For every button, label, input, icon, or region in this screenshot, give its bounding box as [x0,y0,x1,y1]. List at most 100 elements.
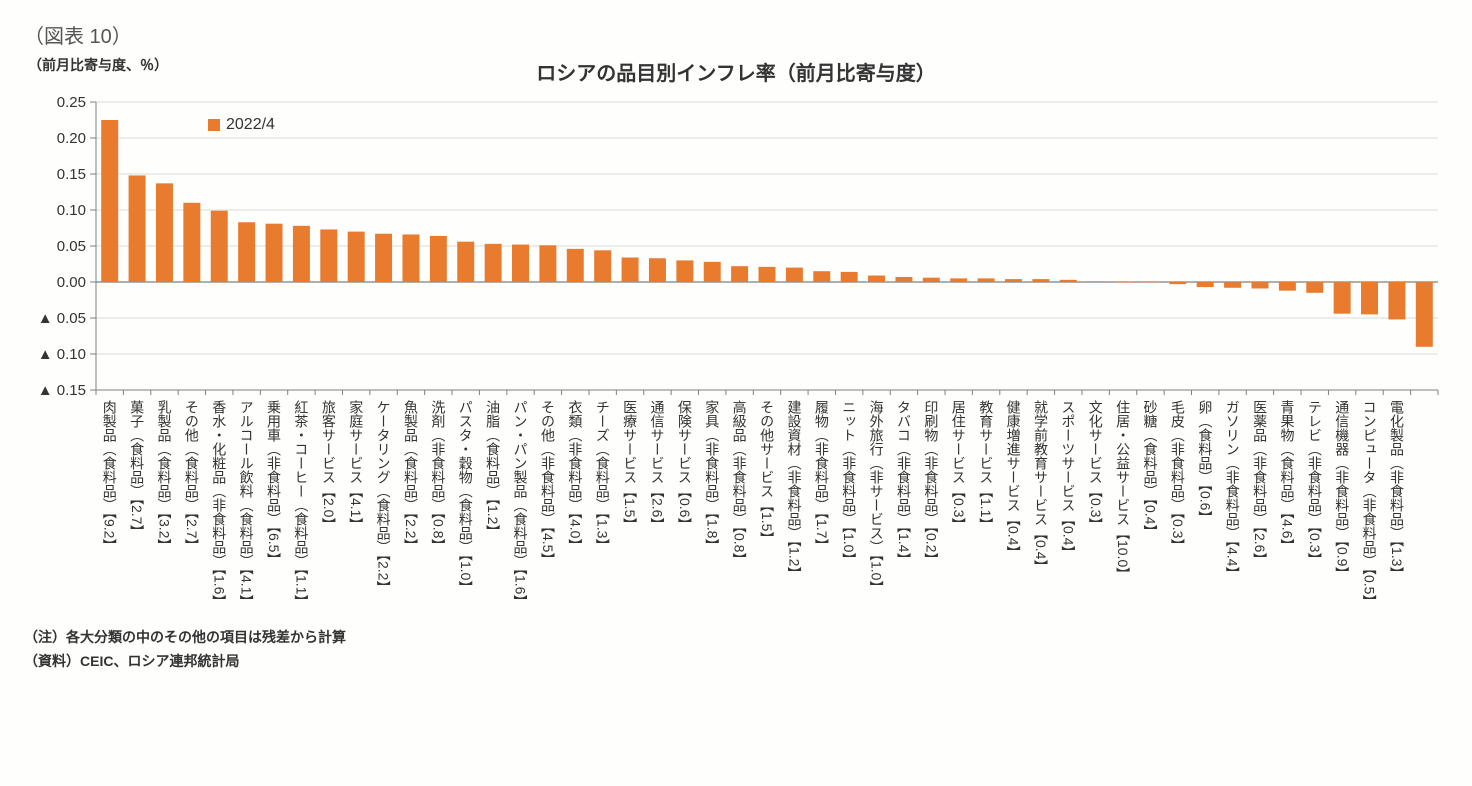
x-label-slot: 香水・化粧品（非食料品）【1.6】 [206,396,233,608]
x-label-slot: 洗剤（非食料品）【0.8】 [425,396,452,608]
x-axis-category-label: 建設資材（非食料品）【1.2】 [784,396,804,580]
x-axis-category-label: アルコール飲料（食料品）【4.1】 [237,396,257,608]
bar [512,245,529,282]
bar [485,244,502,282]
x-axis-category-label: 履物（非食料品）【1.7】 [812,396,832,552]
bar [238,222,255,282]
y-tick-label: 0.20 [57,130,86,147]
x-label-slot: 旅客サービス【2.0】 [315,396,342,608]
bar [457,242,474,282]
bar [594,250,611,282]
x-label-slot: 油脂（食料品）【1.2】 [479,396,506,608]
x-label-slot: テレビ（非食料品）【0.3】 [1301,396,1328,608]
x-axis-category-label: 油脂（食料品）【1.2】 [483,396,503,538]
x-axis-category-label: その他（食料品）【2.7】 [182,396,202,552]
bar [622,258,639,282]
x-axis-category-label: 肉製品（食料品）【9.2】 [100,396,120,552]
x-axis-category-label: ケータリング（食料品）【2.2】 [374,396,394,594]
figure-label: （図表 10） [24,20,1448,49]
x-axis-category-label: 通信機器（非食料品）【0.9】 [1332,396,1352,580]
x-label-slot: 家庭サービス【4.1】 [343,396,370,608]
x-label-slot: タバコ（非食料品）【1.4】 [890,396,917,608]
bar [786,268,803,282]
bar [868,276,885,282]
bar [375,234,392,282]
x-label-slot: 健康増進サービス【0.4】 [1000,396,1027,608]
y-tick-label: ▲ 0.05 [38,310,86,327]
bar [402,234,419,282]
bar [293,226,310,282]
x-axis-category-label: 教育サービス【1.1】 [976,396,996,531]
x-axis-category-label: ニット（非食料品）【1.0】 [839,396,859,566]
x-axis-category-label: タバコ（非食料品）【1.4】 [894,396,914,566]
chart-container: 2022/4 0.250.200.150.100.050.00▲ 0.05▲ 0… [24,96,1448,608]
bar [430,236,447,282]
x-label-slot: 文化サービス【0.3】 [1082,396,1109,608]
x-axis-category-label: テレビ（非食料品）【0.3】 [1305,396,1325,566]
bar [1279,282,1296,291]
x-axis-category-label: その他サービス【1.5】 [757,396,777,545]
bar [704,262,721,282]
x-axis-category-label: 紅茶・コーヒー（食料品）【1.1】 [291,396,311,608]
x-label-slot: 紅茶・コーヒー（食料品）【1.1】 [288,396,315,608]
x-axis-category-label: 住居・公益サービス【10.0】 [1113,396,1133,581]
x-label-slot: ケータリング（食料品）【2.2】 [370,396,397,608]
bar [129,175,146,282]
x-axis-category-label: 菓子（食料品）【2.7】 [127,396,147,538]
x-label-slot: 毛皮（非食料品）【0.3】 [1164,396,1191,608]
x-label-slot: ニット（非食料品）【1.0】 [836,396,863,608]
bar [101,120,118,282]
x-label-slot: 砂糖（食料品）【0.4】 [1137,396,1164,608]
bar [1142,282,1159,283]
bar [539,245,556,282]
x-label-slot: 保険サービス【0.6】 [671,396,698,608]
x-label-slot: その他サービス【1.5】 [753,396,780,608]
bar [1032,279,1049,282]
x-axis-category-label: 旅客サービス【2.0】 [319,396,339,531]
bar [320,229,337,282]
bar [649,258,666,282]
bar [759,267,776,282]
chart-notes: （注）各大分類の中のその他の項目は残差から計算 （資料）CEIC、ロシア連邦統計… [24,626,1448,674]
bar [156,183,173,282]
x-label-slot: 衣類（非食料品）【4.0】 [562,396,589,608]
x-axis-category-label: 家庭サービス【4.1】 [346,396,366,531]
bar [923,278,940,282]
x-label-slot: 魚製品（食料品）【2.2】 [397,396,424,608]
x-axis-category-label: 香水・化粧品（非食料品）【1.6】 [209,396,229,608]
x-label-slot: 青果物（食料品）【4.6】 [1274,396,1301,608]
x-axis-category-label: 魚製品（食料品）【2.2】 [401,396,421,552]
legend-swatch [208,119,220,131]
x-label-slot: スポーツサービス【0.4】 [1055,396,1082,608]
y-tick-label: 0.00 [57,274,86,291]
x-axis-category-label: 毛皮（非食料品）【0.3】 [1168,396,1188,552]
x-axis-category-label: 印刷物（非食料品）【0.2】 [921,396,941,566]
bar [1416,282,1433,347]
x-label-slot: 乳製品（食料品）【3.2】 [151,396,178,608]
x-label-slot: チーズ（食料品）【1.3】 [589,396,616,608]
x-label-slot: コンピュータ（非食料品）【0.5】 [1356,396,1383,608]
x-axis-labels: 肉製品（食料品）【9.2】菓子（食料品）【2.7】乳製品（食料品）【3.2】その… [24,396,1448,608]
note-line: （注）各大分類の中のその他の項目は残差から計算 [24,626,1448,650]
x-label-slot: 教育サービス【1.1】 [973,396,1000,608]
x-axis-category-label: 洗剤（非食料品）【0.8】 [428,396,448,552]
bar [978,278,995,282]
y-tick-label: ▲ 0.10 [38,346,86,363]
bar [813,271,830,282]
bar [1306,282,1323,293]
x-label-slot: 医療サービス【1.5】 [616,396,643,608]
x-label-slot: 卵（食料品）【0.6】 [1192,396,1219,608]
x-label-slot: 住居・公益サービス【10.0】 [1109,396,1136,608]
x-label-slot: 履物（非食料品）【1.7】 [808,396,835,608]
x-label-slot: 乗用車（非食料品）【6.5】 [260,396,287,608]
x-label-slot [1411,396,1438,608]
x-axis-category-label: ガソリン（非食料品）【4.4】 [1223,396,1243,580]
x-label-slot: パスタ・穀物（食料品）【1.0】 [452,396,479,608]
x-label-slot: パン・パン製品（食料品）【1.6】 [507,396,534,608]
x-axis-category-label: 保険サービス【0.6】 [675,396,695,531]
x-label-slot: 居住サービス【0.3】 [945,396,972,608]
x-axis-category-label: 家具（非食料品）【1.8】 [702,396,722,552]
x-label-slot: 印刷物（非食料品）【0.2】 [918,396,945,608]
bar [183,203,200,282]
bar [1334,282,1351,314]
